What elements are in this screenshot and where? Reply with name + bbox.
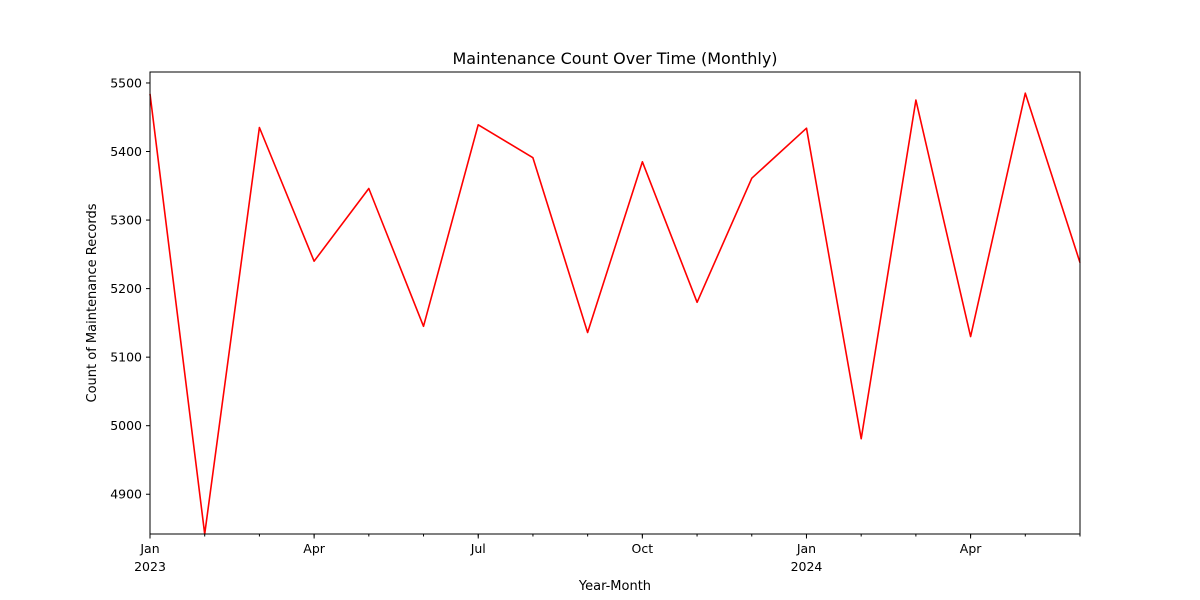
y-tick-label: 5100 xyxy=(110,350,142,365)
data-point-2023-05 xyxy=(367,187,370,190)
data-point-2023-10 xyxy=(641,160,644,163)
data-point-2023-12 xyxy=(750,177,753,180)
y-axis: 4900 5000 5100 5200 5300 5400 5500 xyxy=(110,75,150,502)
series-line-0 xyxy=(149,92,1081,535)
data-point-2023-11 xyxy=(696,301,699,304)
x-tick-label: Jan xyxy=(139,541,159,556)
data-point-2023-07 xyxy=(477,123,480,126)
data-point-2024-04 xyxy=(969,335,972,338)
x-tick-year-label: 2023 xyxy=(134,559,166,574)
y-tick-label: 5400 xyxy=(110,144,142,159)
plot-frame xyxy=(149,71,1081,535)
x-tick-label: Oct xyxy=(632,541,654,556)
x-tick-label: Apr xyxy=(303,541,325,556)
y-axis-label: Count of Maintenance Records xyxy=(85,203,100,402)
data-point-2024-02 xyxy=(860,437,863,440)
y-tick-label: 5300 xyxy=(110,213,142,228)
data-point-2024-01 xyxy=(805,127,808,130)
data-point-2023-09 xyxy=(586,331,589,334)
y-tick-label: 5200 xyxy=(110,281,142,296)
data-point-2023-04 xyxy=(313,260,316,263)
x-axis-label: Year-Month xyxy=(578,579,651,594)
data-point-2023-03 xyxy=(258,126,261,129)
x-tick-label: Jul xyxy=(470,541,486,556)
data-point-2023-06 xyxy=(422,325,425,328)
data-point-2024-03 xyxy=(914,99,917,102)
data-point-2023-08 xyxy=(531,156,534,159)
y-tick-label: 4900 xyxy=(110,487,142,502)
x-axis: Jan 2023 Apr Jul Oct Jan 2024 Apr xyxy=(134,534,1081,574)
x-tick-year-label: 2024 xyxy=(791,559,823,574)
data-point-2024-05 xyxy=(1024,92,1027,95)
x-tick-label: Apr xyxy=(960,541,982,556)
y-tick-label: 5500 xyxy=(110,75,142,90)
y-tick-label: 5000 xyxy=(110,418,142,433)
plot-area xyxy=(149,92,1081,535)
chart-title: Maintenance Count Over Time (Monthly) xyxy=(452,49,777,68)
x-tick-label: Jan xyxy=(796,541,816,556)
